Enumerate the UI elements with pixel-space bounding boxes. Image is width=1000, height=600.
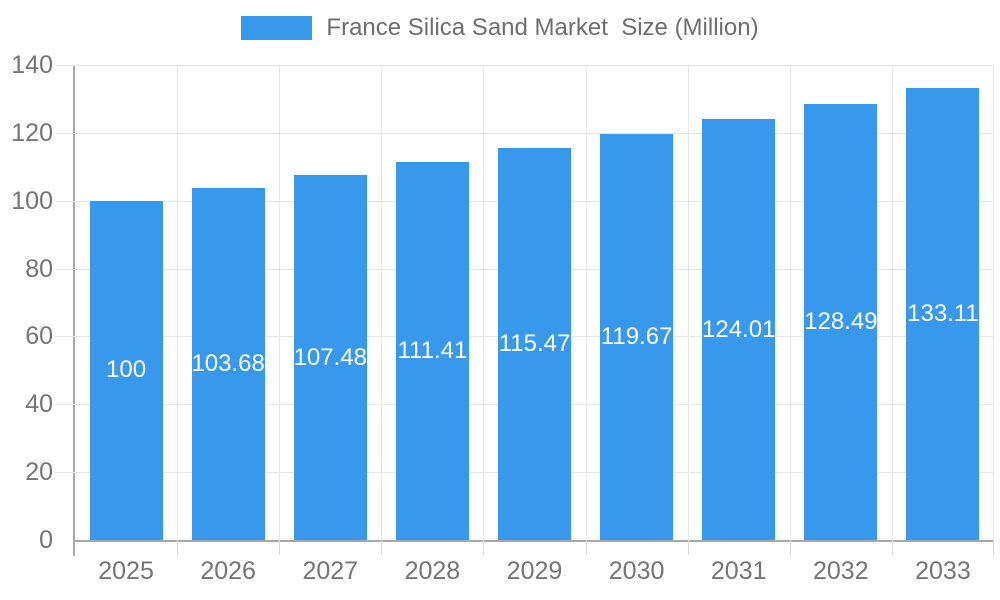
x-tick-label: 2026 xyxy=(200,557,256,585)
gridline-vertical xyxy=(993,65,994,540)
gridline-horizontal xyxy=(55,132,994,134)
bar-2029[interactable]: 115.47 xyxy=(498,148,571,540)
bar-value-label: 124.01 xyxy=(702,315,776,343)
gridline-vertical xyxy=(381,65,382,540)
plot-area: 0 20 40 60 80 100 120 140 100 2025 103.68 2026 107.4… xyxy=(11,52,994,584)
x-tick-label: 2033 xyxy=(915,557,971,585)
legend[interactable]: France Silica Sand Market Size (Million) xyxy=(0,16,1000,40)
x-axis-tickmark xyxy=(483,540,484,555)
x-axis-tickmark xyxy=(688,540,689,555)
legend-color-swatch xyxy=(241,16,313,40)
gridline-vertical xyxy=(279,65,280,540)
y-tick-label: 60 xyxy=(25,322,53,351)
gridline-vertical xyxy=(483,65,484,540)
x-tick-label: 2025 xyxy=(98,557,154,585)
bar-2028[interactable]: 111.41 xyxy=(395,162,469,540)
bar-2031[interactable]: 124.01 xyxy=(702,119,775,540)
bar-2030[interactable]: 119.67 xyxy=(600,133,674,540)
bar-2025[interactable]: 100 xyxy=(89,200,163,540)
y-tick-label: 80 xyxy=(25,254,53,283)
x-tick-label: 2032 xyxy=(813,557,869,585)
legend-label: France Silica Sand Market Size (Million) xyxy=(326,14,759,41)
x-tick-label: 2031 xyxy=(710,557,767,585)
gridline-vertical xyxy=(688,65,689,540)
y-tick-label: 20 xyxy=(25,458,53,487)
gridline-vertical xyxy=(177,65,178,540)
x-axis-tickmark xyxy=(279,540,280,555)
x-tick-label: 2029 xyxy=(506,557,563,585)
bar-value-label: 107.48 xyxy=(293,343,367,371)
y-tick-label: 0 xyxy=(39,526,53,554)
bar-2027[interactable]: 107.48 xyxy=(294,175,367,540)
gridline-vertical xyxy=(586,65,587,540)
gridline-vertical xyxy=(892,65,893,540)
bar-value-label: 103.68 xyxy=(191,350,265,378)
x-axis-tickmark xyxy=(790,540,791,555)
x-axis-tickmark xyxy=(892,540,893,555)
x-axis-tickmark xyxy=(586,540,587,555)
y-axis-tick-extension xyxy=(73,540,75,556)
bar-value-label: 115.47 xyxy=(498,330,571,358)
bar-value-label: 128.49 xyxy=(804,308,878,336)
bar-2033[interactable]: 133.11 xyxy=(906,88,980,540)
x-tick-label: 2027 xyxy=(302,557,359,585)
bar-value-label: 133.11 xyxy=(907,300,979,328)
gridline-vertical xyxy=(790,65,791,540)
bar-2026[interactable]: 103.68 xyxy=(191,188,265,540)
x-axis-tickmark xyxy=(381,540,382,555)
bar-2032[interactable]: 128.49 xyxy=(804,104,878,540)
x-axis-tickmark xyxy=(993,540,994,555)
bar-value-label: 119.67 xyxy=(600,322,673,350)
bar-value-label: 100 xyxy=(106,356,147,384)
x-tick-label: 2028 xyxy=(404,557,461,585)
x-axis-tickmark xyxy=(177,540,178,555)
y-tick-label: 40 xyxy=(25,390,53,419)
y-tick-label: 100 xyxy=(11,186,53,215)
y-tick-label: 140 xyxy=(11,51,53,79)
x-tick-label: 2030 xyxy=(608,557,665,585)
bar-value-label: 111.41 xyxy=(397,337,468,364)
gridline-horizontal xyxy=(55,65,994,66)
y-tick-label: 120 xyxy=(11,118,53,147)
